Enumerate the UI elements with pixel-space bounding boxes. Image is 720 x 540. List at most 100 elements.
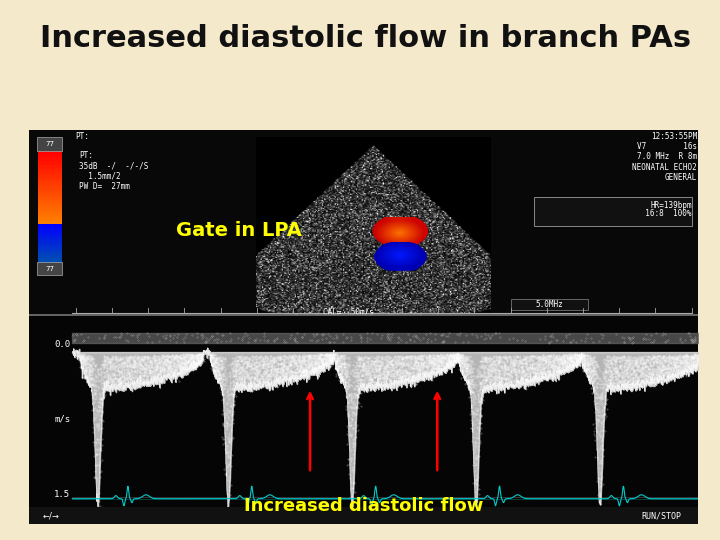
Circle shape (414, 263, 418, 266)
Point (352, 393, 364, 401)
Point (116, 364, 127, 373)
Point (593, 429, 604, 437)
Point (512, 366, 523, 374)
Point (284, 354, 296, 362)
Point (573, 352, 585, 361)
Point (536, 358, 548, 367)
Point (292, 373, 304, 382)
Point (476, 363, 487, 372)
Circle shape (415, 227, 419, 230)
Point (677, 367, 688, 376)
Point (682, 363, 693, 372)
Point (691, 355, 703, 364)
Point (549, 354, 561, 363)
Point (536, 365, 548, 374)
Point (131, 381, 143, 389)
Circle shape (391, 232, 395, 234)
Circle shape (418, 234, 423, 236)
Point (489, 377, 500, 386)
Point (613, 384, 624, 393)
Point (271, 369, 283, 378)
Point (220, 447, 232, 456)
Circle shape (393, 266, 397, 268)
Point (468, 389, 480, 397)
Point (513, 378, 525, 387)
Point (622, 356, 634, 365)
Point (488, 361, 500, 369)
Point (390, 360, 401, 369)
Point (150, 352, 162, 360)
Circle shape (396, 263, 400, 266)
Point (117, 373, 128, 381)
Point (220, 400, 231, 408)
Point (294, 354, 306, 362)
Point (447, 353, 459, 361)
Point (278, 356, 289, 365)
Circle shape (383, 241, 387, 244)
Point (359, 379, 371, 387)
Point (174, 350, 185, 359)
Point (259, 353, 271, 361)
Point (683, 355, 695, 363)
Point (373, 371, 384, 380)
Point (115, 367, 127, 375)
Point (403, 375, 415, 383)
Circle shape (417, 253, 421, 255)
Point (654, 353, 666, 362)
Circle shape (393, 258, 397, 260)
Point (598, 380, 610, 388)
Point (122, 381, 134, 390)
Point (547, 367, 559, 375)
Point (168, 362, 179, 370)
Point (298, 366, 310, 374)
Point (166, 355, 177, 363)
Point (436, 353, 448, 361)
Point (261, 367, 272, 376)
Point (570, 352, 581, 360)
Point (330, 360, 341, 369)
Point (138, 352, 150, 361)
Point (140, 374, 152, 382)
Circle shape (422, 234, 426, 236)
Point (259, 352, 271, 360)
Point (328, 350, 340, 359)
Point (680, 361, 692, 370)
Point (595, 478, 607, 487)
Point (223, 420, 235, 429)
Circle shape (405, 232, 410, 234)
Point (128, 367, 140, 376)
Point (428, 356, 440, 364)
Point (230, 375, 241, 383)
Point (468, 383, 480, 391)
Point (298, 356, 310, 365)
Point (225, 407, 236, 416)
Point (586, 353, 598, 362)
Point (557, 353, 568, 362)
Point (145, 360, 157, 369)
Point (210, 366, 221, 375)
Point (211, 364, 222, 373)
Point (436, 360, 448, 369)
Point (221, 420, 233, 429)
Point (320, 350, 331, 359)
Point (379, 359, 391, 367)
Point (310, 356, 321, 365)
Point (119, 368, 130, 377)
Point (127, 362, 139, 370)
Point (674, 368, 685, 376)
Point (617, 368, 629, 376)
Circle shape (391, 237, 395, 239)
Point (401, 352, 413, 361)
Point (443, 361, 454, 370)
Point (248, 352, 260, 361)
Point (140, 368, 152, 377)
Point (321, 357, 333, 366)
Point (442, 355, 454, 363)
Circle shape (409, 248, 413, 251)
Point (154, 362, 166, 371)
Point (176, 354, 187, 362)
Point (659, 352, 670, 360)
Circle shape (409, 265, 413, 267)
Point (284, 356, 295, 365)
Point (122, 361, 134, 370)
